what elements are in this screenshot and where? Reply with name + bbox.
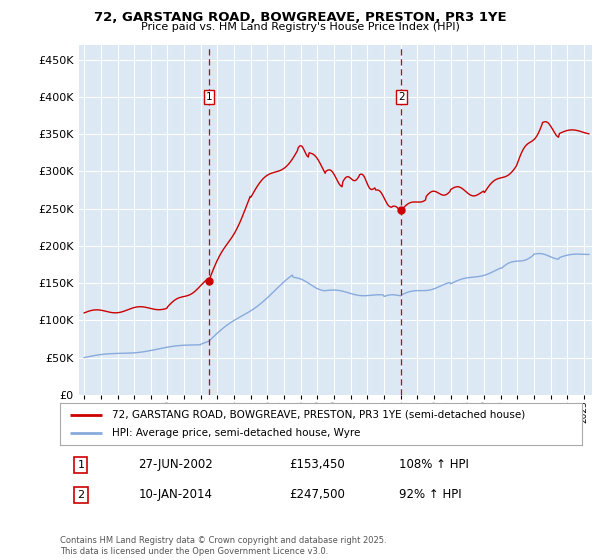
Text: 72, GARSTANG ROAD, BOWGREAVE, PRESTON, PR3 1YE: 72, GARSTANG ROAD, BOWGREAVE, PRESTON, P… [94,11,506,24]
Text: 2: 2 [77,490,85,500]
Text: 27-JUN-2002: 27-JUN-2002 [139,458,213,471]
Text: Price paid vs. HM Land Registry's House Price Index (HPI): Price paid vs. HM Land Registry's House … [140,22,460,32]
Text: 10-JAN-2014: 10-JAN-2014 [139,488,212,501]
Text: Contains HM Land Registry data © Crown copyright and database right 2025.
This d: Contains HM Land Registry data © Crown c… [60,536,386,556]
Text: 2: 2 [398,92,404,102]
Text: 108% ↑ HPI: 108% ↑ HPI [400,458,469,471]
Text: HPI: Average price, semi-detached house, Wyre: HPI: Average price, semi-detached house,… [112,428,361,438]
Text: 1: 1 [206,92,212,102]
Text: £247,500: £247,500 [290,488,346,501]
Text: 1: 1 [77,460,85,470]
Text: 72, GARSTANG ROAD, BOWGREAVE, PRESTON, PR3 1YE (semi-detached house): 72, GARSTANG ROAD, BOWGREAVE, PRESTON, P… [112,410,526,420]
Text: £153,450: £153,450 [290,458,346,471]
Text: 92% ↑ HPI: 92% ↑ HPI [400,488,462,501]
